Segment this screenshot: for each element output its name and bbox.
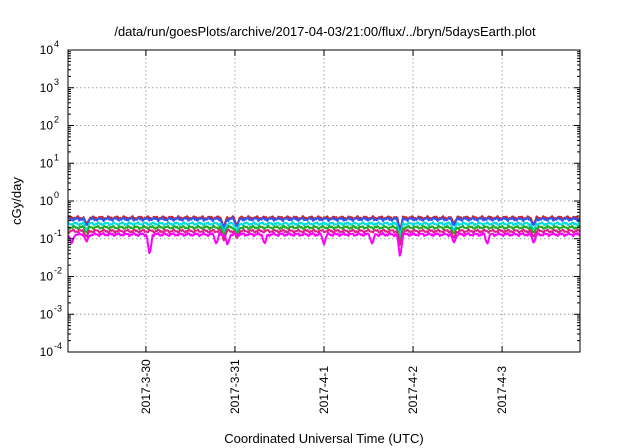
series-line [67,221,581,237]
y-tick-exponent: -3 [54,303,62,313]
y-tick-exponent: 1 [54,152,59,162]
y-tick-exponent: -1 [54,228,62,238]
x-tick-label: 2017-3-31 [228,359,242,414]
y-tick-exponent: -2 [54,266,62,276]
x-axis-label: Coordinated Universal Time (UTC) [224,431,423,446]
y-tick-label: 10 [40,307,54,321]
series-line [67,224,581,242]
x-tick-label: 2017-3-30 [139,359,153,414]
x-tick-labels: 2017-3-30 2017-3-31 2017-4-1 2017-4-2 2017-4… [139,359,509,414]
y-tick-exponent: 2 [54,115,59,125]
y-tick-exponent: 3 [54,77,59,87]
series-line [67,228,581,246]
series-line [67,231,581,257]
y-tick-label: 10 [40,119,54,133]
y-tick-label: 10 [40,156,54,170]
y-tick-label: 10 [40,345,54,359]
y-tick-label: 10 [40,270,54,284]
series-line [67,216,581,232]
chart-title: /data/run/goesPlots/archive/2017-04-03/2… [114,24,536,39]
y-tick-label: 10 [40,43,54,57]
grid [68,50,580,352]
x-tick-label: 2017-4-3 [495,366,509,414]
x-tick-label: 2017-4-2 [406,366,420,414]
x-tick-label: 2017-4-1 [317,366,331,414]
y-tick-label: 10 [40,194,54,208]
y-tick-label: 10 [40,81,54,95]
data-series [67,215,581,257]
y-tick-exponent: 0 [54,190,59,200]
y-tick-exponent: 4 [54,39,59,49]
y-axis-label: cGy/day [9,177,24,225]
y-tick-label: 10 [40,232,54,246]
y-tick-exponent: -4 [54,341,62,351]
ticks [68,49,580,353]
